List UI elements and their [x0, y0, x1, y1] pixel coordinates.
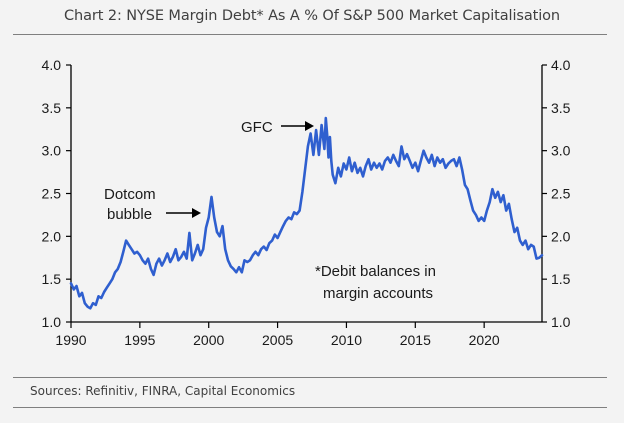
y-tick-label-left: 3.0	[42, 143, 62, 159]
arrow-head-icon	[192, 208, 201, 218]
x-tick-label: 2020	[469, 332, 500, 348]
y-tick-label-right: 1.0	[551, 314, 571, 330]
y-tick-label-right: 3.5	[551, 100, 571, 116]
y-tick-label-right: 4.0	[551, 57, 571, 73]
y-tick-label-left: 2.5	[42, 186, 62, 202]
annotation-footnote: *Debit balances in margin accounts	[315, 263, 436, 302]
y-tick-label-left: 1.0	[42, 314, 62, 330]
annotation-dotcom-line-1: Dotcom	[104, 186, 156, 203]
y-tick-label-right: 3.0	[551, 143, 571, 159]
y-tick-label-left: 1.5	[42, 271, 62, 287]
y-tick-label-right: 2.5	[551, 186, 571, 202]
source-divider-top	[13, 377, 607, 378]
annotation-dotcom-line-2: bubble	[107, 206, 152, 223]
chart-title: Chart 2: NYSE Margin Debt* As A % Of S&P…	[63, 8, 561, 24]
x-tick-label: 1990	[55, 332, 86, 348]
arrow-head-icon	[305, 121, 314, 131]
source-note: Sources: Refinitiv, FINRA, Capital Econo…	[30, 384, 296, 398]
y-tick-label-left: 2.0	[42, 228, 62, 244]
x-tick-label: 1995	[124, 332, 155, 348]
y-tick-label-left: 3.5	[42, 100, 62, 116]
x-tick-label: 2010	[331, 332, 362, 348]
title-divider	[13, 34, 607, 35]
chart-ticks: 1.0 1.0 1.5 1.5 2.0 2.0 2.5 2.5 3.0 3.0 3.5 3.5 4.0 4…	[42, 57, 571, 348]
x-tick-label: 2000	[193, 332, 224, 348]
footnote-line-2: margin accounts	[323, 285, 433, 302]
annotation-gfc: GFC	[241, 119, 314, 136]
series-line-margin-debt	[69, 116, 544, 310]
footnote-line-1: *Debit balances in	[315, 263, 436, 280]
source-divider-bottom	[13, 407, 607, 408]
y-tick-label-right: 1.5	[551, 271, 571, 287]
x-tick-label: 2015	[400, 332, 431, 348]
y-tick-label-right: 2.0	[551, 228, 571, 244]
x-tick-label: 2005	[262, 332, 293, 348]
annotation-gfc-label: GFC	[241, 119, 273, 136]
annotation-dotcom: Dotcom bubble	[104, 186, 201, 223]
y-tick-label-left: 4.0	[42, 57, 62, 73]
